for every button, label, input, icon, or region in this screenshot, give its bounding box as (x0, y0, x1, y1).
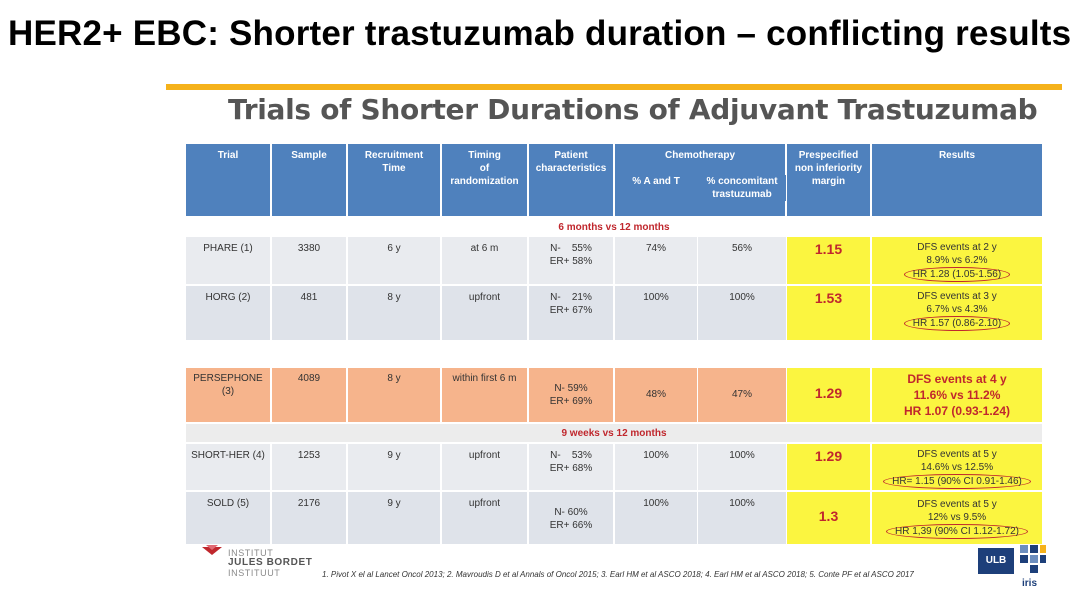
header-results: Results (872, 144, 1042, 216)
sold-results-line1: DFS events at 5 y (917, 499, 997, 510)
persephone-patient: N- 59% ER+ 69% (529, 368, 613, 422)
persephone-results-line2: 11.6% vs 11.2% (913, 388, 1001, 402)
persephone-timing: within first 6 m (442, 368, 527, 422)
shorther-results-line2: 14.6% vs 12.5% (920, 462, 994, 473)
persephone-results: DFS events at 4 y 11.6% vs 11.2% HR 1.07… (872, 368, 1042, 422)
horg-results: DFS events at 3 y 6.7% vs 4.3% HR 1.57 (… (872, 286, 1042, 340)
header-trial: Trial (186, 144, 270, 216)
sold-timing: upfront (442, 492, 527, 544)
references: 1. Pivot X el al Lancet Oncol 2013; 2. M… (322, 570, 914, 579)
header-sample: Sample (272, 144, 346, 216)
horg-results-line2: 6.7% vs 4.3% (926, 304, 988, 315)
iris-logo-icon (1020, 545, 1046, 573)
horg-timing: upfront (442, 286, 527, 340)
sold-margin: 1.3 (787, 492, 870, 544)
ulb-logo: ULB (978, 548, 1014, 574)
phare-timing: at 6 m (442, 237, 527, 284)
phare-at: 74% (615, 237, 697, 284)
phare-sample: 3380 (272, 237, 346, 284)
header-chemo-at: % A and T (615, 175, 697, 188)
horg-concomitant: 100% (698, 286, 786, 340)
persephone-recruitment: 8 y (348, 368, 440, 422)
phare-results-line2: 8.9% vs 6.2% (926, 255, 988, 266)
phare-results-hr: HR 1.28 (1.05-1.56) (903, 267, 1011, 282)
phare-results-line1: DFS events at 2 y (917, 242, 997, 253)
sold-recruitment: 9 y (348, 492, 440, 544)
band-9-weeks: 9 weeks vs 12 months (186, 424, 1042, 442)
header-recruitment: Recruitment Time (348, 144, 440, 216)
horg-patient: N- 21% ER+ 67% (529, 286, 613, 340)
phare-concomitant: 56% (698, 237, 786, 284)
header-chemo-concomitant: % concomitant trastuzumab (698, 175, 786, 201)
phare-results: DFS events at 2 y 8.9% vs 6.2% HR 1.28 (… (872, 237, 1042, 284)
institute-name: INSTITUT JULES BORDET INSTITUUT (228, 548, 312, 578)
phare-trial: PHARE (1) (186, 237, 270, 284)
horg-margin: 1.53 (787, 286, 870, 340)
shorther-timing: upfront (442, 444, 527, 490)
shorther-sample: 1253 (272, 444, 346, 490)
phare-patient: N- 55% ER+ 58% (529, 237, 613, 284)
header-timing: Timing of randomization (442, 144, 527, 216)
shorther-trial: SHORT-HER (4) (186, 444, 270, 490)
horg-recruitment: 8 y (348, 286, 440, 340)
iris-label: iris (1022, 578, 1038, 589)
horg-at: 100% (615, 286, 697, 340)
phare-margin: 1.15 (787, 237, 870, 284)
shorther-patient: N- 53% ER+ 68% (529, 444, 613, 490)
sold-results-hr: HR 1,39 (90% CI 1.12-1.72) (886, 524, 1028, 539)
sold-results: DFS events at 5 y 12% vs 9.5% HR 1,39 (9… (872, 492, 1042, 544)
shorther-results-line1: DFS events at 5 y (917, 449, 997, 460)
sold-results-line2: 12% vs 9.5% (927, 512, 987, 523)
sold-sample: 2176 (272, 492, 346, 544)
sold-trial: SOLD (5) (186, 492, 270, 544)
institute-line1: INSTITUT (228, 548, 274, 558)
shorther-recruitment: 9 y (348, 444, 440, 490)
persephone-results-hr: HR 1.07 (0.93-1.24) (903, 404, 1011, 418)
shorther-results-hr: HR= 1.15 (90% CI 0.91-1.46) (883, 474, 1031, 489)
header-patient: Patient characteristics (529, 144, 613, 216)
horg-results-hr: HR 1.57 (0.86-2.10) (903, 316, 1011, 331)
phare-recruitment: 6 y (348, 237, 440, 284)
persephone-results-line1: DFS events at 4 y (907, 372, 1007, 386)
horg-trial: HORG (2) (186, 286, 270, 340)
sold-at: 100% (615, 492, 697, 544)
persephone-sample: 4089 (272, 368, 346, 422)
jules-bordet-logo-icon (202, 545, 222, 555)
horg-results-line1: DFS events at 3 y (917, 291, 997, 302)
page-title: HER2+ EBC: Shorter trastuzumab duration … (8, 14, 1072, 53)
persephone-concomitant: 47% (698, 368, 786, 422)
horg-sample: 481 (272, 286, 346, 340)
title-divider (166, 84, 1062, 90)
persephone-margin: 1.29 (787, 368, 870, 422)
header-margin: Prespecified non inferiority margin (787, 144, 870, 216)
band-6-months: 6 months vs 12 months (558, 222, 670, 233)
shorther-at: 100% (615, 444, 697, 490)
shorther-concomitant: 100% (698, 444, 786, 490)
persephone-trial: PERSEPHONE (3) (186, 368, 270, 422)
shorther-results: DFS events at 5 y 14.6% vs 12.5% HR= 1.1… (872, 444, 1042, 490)
sold-patient: N- 60% ER+ 66% (529, 492, 613, 544)
shorther-margin: 1.29 (787, 444, 870, 490)
sold-concomitant: 100% (698, 492, 786, 544)
institute-line2: JULES BORDET (228, 557, 313, 568)
institute-line3: INSTITUUT (228, 568, 281, 578)
slide-title: Trials of Shorter Durations of Adjuvant … (228, 93, 1038, 126)
persephone-at: 48% (615, 368, 697, 422)
